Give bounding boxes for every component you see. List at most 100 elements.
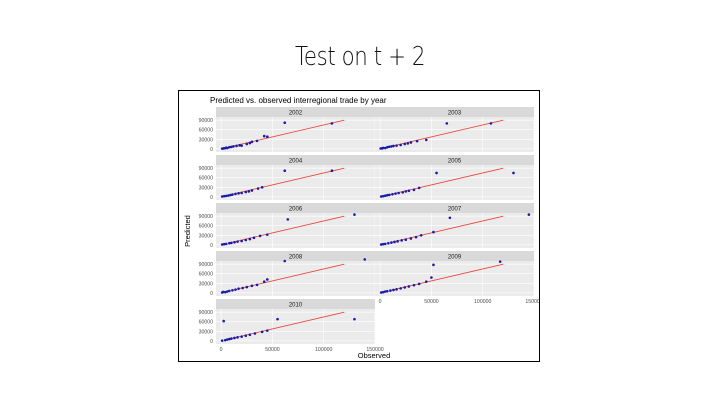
facet-panel-2010: 2010 0 30000 60000 90000 0 50000 100000 150000	[199, 299, 384, 353]
data-point	[381, 194, 385, 198]
x-tick-label: 150000	[525, 299, 539, 305]
data-point	[489, 122, 493, 125]
chart-figure: Predicted vs. observed interregional tra…	[178, 90, 540, 362]
y-tick-label: 90000	[199, 166, 214, 172]
data-point	[386, 145, 389, 149]
data-point	[383, 242, 387, 246]
data-point	[383, 194, 387, 198]
y-tick-label: 90000	[199, 262, 214, 268]
data-point	[228, 337, 231, 341]
data-point	[225, 338, 229, 341]
facet-strip-label: 2004	[289, 159, 303, 165]
data-point	[390, 241, 393, 244]
data-point	[222, 242, 226, 246]
data-point	[230, 145, 233, 149]
data-point	[389, 289, 392, 292]
data-point	[220, 195, 224, 198]
data-point	[240, 335, 243, 338]
y-tick-label: 0	[210, 147, 213, 153]
data-point	[424, 138, 428, 142]
x-axis-label: Observed	[358, 351, 391, 360]
data-point	[330, 169, 334, 173]
data-point	[265, 233, 269, 236]
chart-title: Predicted vs. observed interregional tra…	[210, 96, 387, 105]
data-point	[388, 193, 391, 197]
facet-strip	[375, 251, 534, 261]
data-point	[247, 190, 251, 193]
data-point	[414, 235, 418, 239]
facet-panels: 2002 0 30000 60000 90000 2003 2004 0 30000 60000 9…	[199, 107, 539, 353]
data-point	[258, 234, 262, 238]
data-point	[387, 241, 390, 245]
facet-strip-label: 2009	[448, 255, 462, 261]
x-tick-label: 150000	[366, 347, 383, 353]
data-point	[379, 243, 383, 246]
data-point	[407, 285, 411, 288]
y-tick-label: 30000	[199, 185, 214, 191]
data-point	[392, 144, 395, 148]
panel-background	[375, 165, 534, 200]
data-point	[403, 286, 407, 289]
y-tick-label: 30000	[199, 329, 214, 335]
data-point	[262, 280, 266, 283]
data-point	[227, 194, 230, 197]
panel-background	[216, 117, 375, 152]
x-tick-label: 0	[379, 299, 382, 305]
data-point	[395, 144, 398, 147]
data-point	[409, 141, 413, 144]
y-tick-label: 60000	[199, 320, 214, 326]
reference-line	[231, 167, 345, 195]
facet-strip	[216, 251, 375, 261]
facet-panel-2007: 2007	[375, 203, 535, 248]
axis-labels: Observed Predicted	[183, 215, 390, 360]
data-point	[424, 280, 428, 283]
facet-strip	[216, 203, 375, 213]
data-point	[224, 242, 228, 246]
data-point	[445, 122, 449, 125]
facet-strip	[216, 107, 375, 117]
data-point	[240, 239, 243, 243]
data-point	[234, 288, 237, 291]
data-point	[244, 238, 248, 242]
data-point	[417, 186, 421, 190]
data-point	[225, 290, 229, 293]
data-point	[265, 135, 269, 139]
data-point	[412, 188, 416, 192]
panel-background	[375, 213, 534, 248]
data-point	[228, 241, 231, 245]
data-point	[250, 284, 254, 288]
data-point	[412, 283, 416, 287]
panel-background	[375, 261, 534, 296]
data-point	[248, 237, 252, 241]
data-point	[220, 243, 224, 246]
facet-strip-label: 2002	[289, 111, 303, 117]
data-point	[262, 134, 266, 138]
data-point	[527, 213, 531, 216]
data-point	[396, 240, 399, 243]
data-point	[383, 146, 387, 150]
facet-strip	[375, 203, 534, 213]
data-point	[256, 187, 260, 190]
data-point	[234, 192, 237, 196]
data-point	[381, 290, 385, 294]
data-point	[229, 193, 232, 197]
data-point	[394, 192, 397, 195]
data-point	[381, 242, 385, 246]
reference-line	[390, 215, 504, 243]
data-point	[223, 338, 227, 342]
facet-strip	[375, 155, 534, 165]
panel-background	[216, 165, 375, 200]
data-point	[232, 145, 235, 148]
data-point	[363, 258, 367, 261]
data-point	[353, 317, 356, 321]
y-tick-label: 60000	[199, 176, 214, 182]
y-tick-label: 90000	[199, 214, 214, 220]
x-tick-label: 50000	[265, 347, 280, 353]
data-point	[231, 193, 234, 196]
facet-panel-2006: 2006 0 30000 60000 90000	[199, 203, 376, 249]
facet-strip-label: 2006	[289, 207, 303, 213]
data-point	[409, 237, 413, 240]
data-point	[228, 289, 231, 293]
data-point	[250, 189, 254, 192]
facet-strip-label: 2008	[289, 255, 303, 261]
